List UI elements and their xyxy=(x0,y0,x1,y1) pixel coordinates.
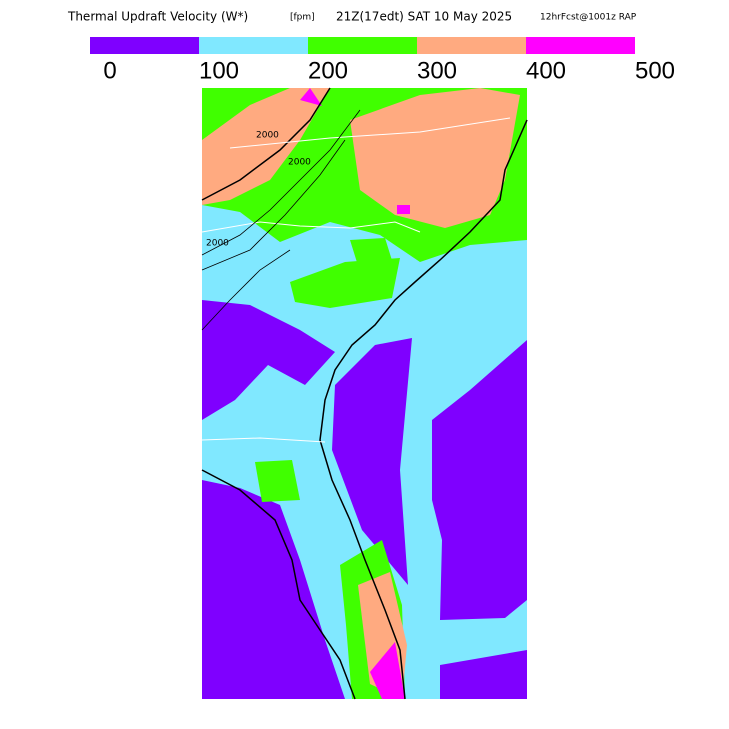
title: Thermal Updraft Velocity (W*) xyxy=(67,10,248,24)
units: [fpm] xyxy=(290,13,315,23)
legend-tick-label: 400 xyxy=(526,57,566,84)
valid-time: 21Z(17edt) SAT 10 May 2025 xyxy=(336,10,512,24)
legend-swatch xyxy=(90,37,199,54)
legend-swatch xyxy=(199,37,308,54)
legend-tick-label: 300 xyxy=(417,57,457,84)
forecast: 12hrFcst@1001z RAP xyxy=(540,13,637,23)
contour-label: 2000 xyxy=(206,239,229,249)
legend-swatch xyxy=(526,37,635,54)
legend-tick-label: 500 xyxy=(635,57,675,84)
legend-swatch xyxy=(417,37,526,54)
contour-label: 2000 xyxy=(288,158,311,168)
contour-label: 2000 xyxy=(256,131,279,141)
color-legend: 0 100 200 300 400 500 xyxy=(90,37,675,84)
legend-tick-label: 100 xyxy=(199,57,239,84)
map: 2000 2000 2000 xyxy=(201,87,528,700)
legend-swatch xyxy=(308,37,417,54)
legend-tick-label: 200 xyxy=(308,57,348,84)
legend-tick-label: 0 xyxy=(103,57,116,84)
